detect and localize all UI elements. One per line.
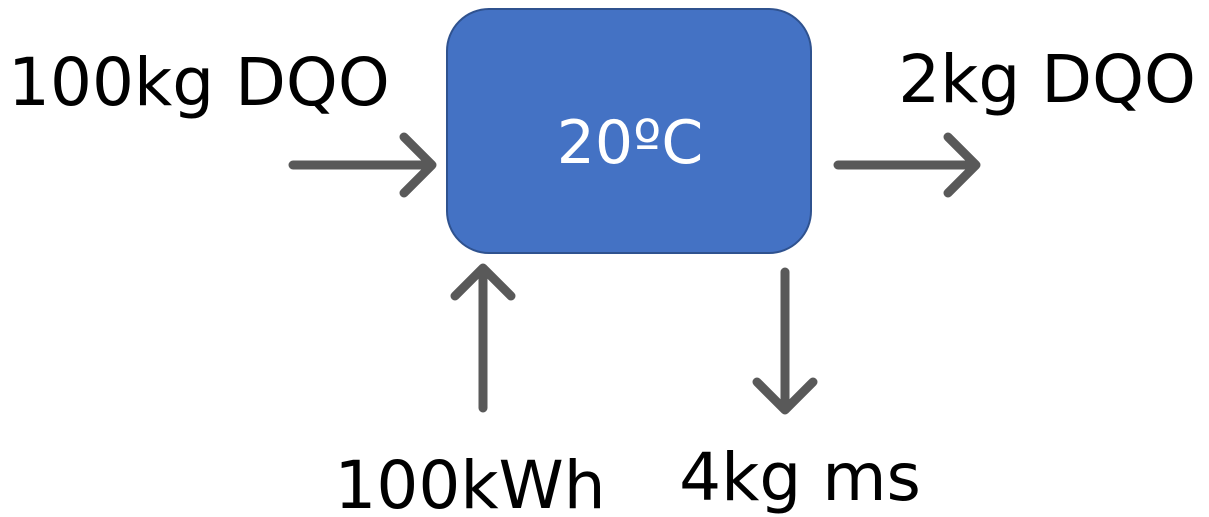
flow-label: 100kWh <box>334 447 605 517</box>
sludge-arrow <box>752 267 818 415</box>
flow-label: 100kg DQO <box>8 44 390 121</box>
flow-label: 2kg DQO <box>898 41 1196 118</box>
process-box <box>446 8 812 254</box>
box-label: 20ºC <box>557 108 704 178</box>
output-arrow <box>833 132 981 198</box>
flow-label: 4kg ms <box>679 439 921 516</box>
energy-arrow <box>450 263 516 413</box>
input-arrow <box>288 132 437 198</box>
